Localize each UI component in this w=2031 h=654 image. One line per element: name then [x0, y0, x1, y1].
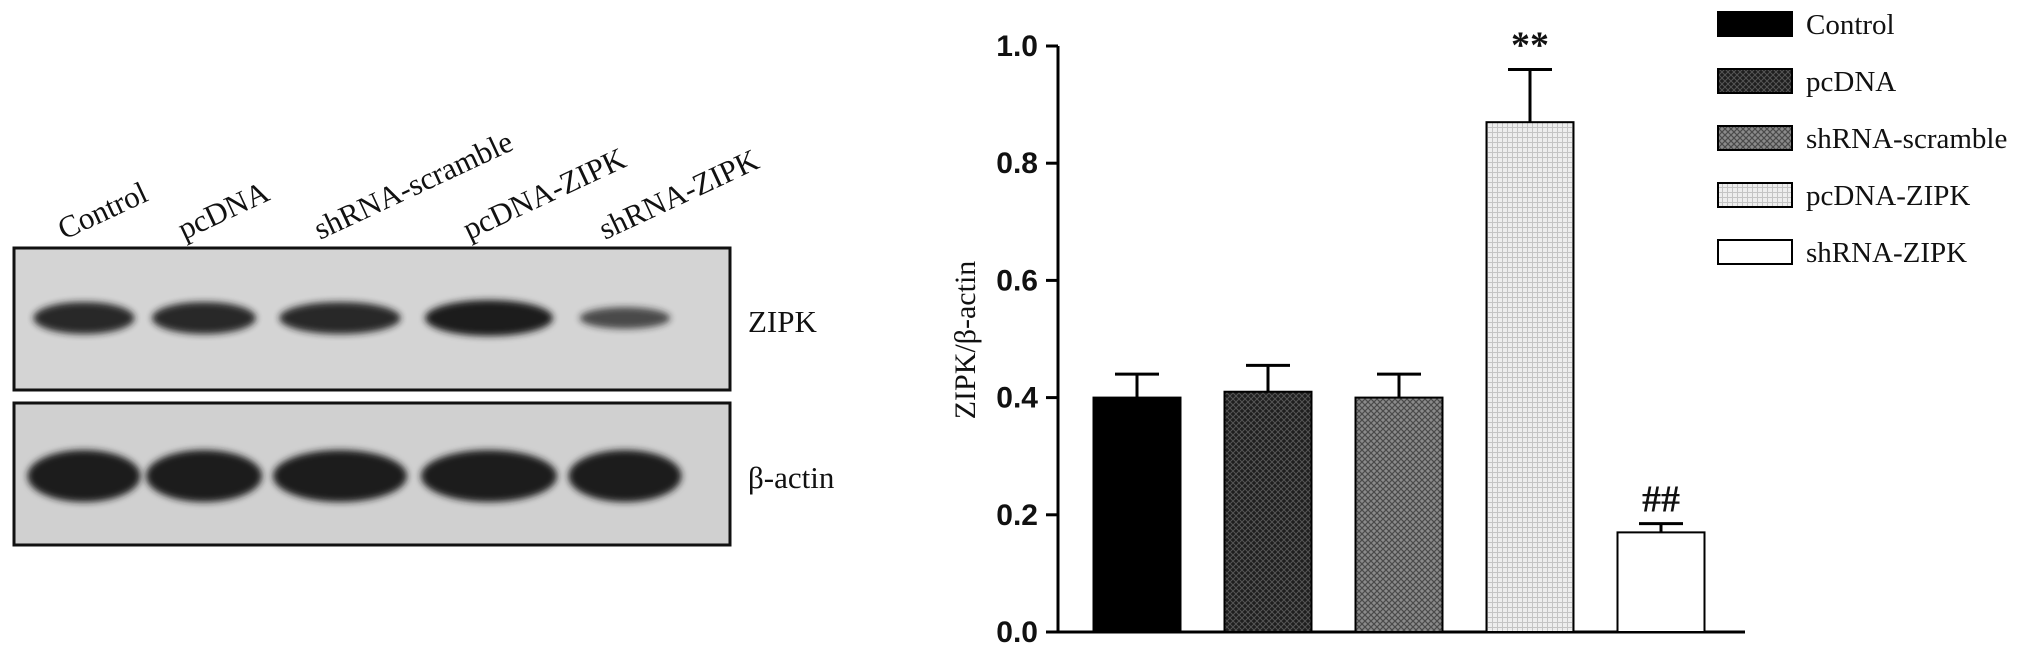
actin-band — [27, 450, 141, 502]
y-tick-label: 0.4 — [996, 382, 1038, 415]
y-tick-label: 0.2 — [996, 499, 1038, 532]
legend-label: shRNA-scramble — [1806, 123, 2007, 155]
legend-label: Control — [1806, 9, 1895, 41]
zipk-band — [279, 301, 401, 335]
legend-swatch — [1717, 239, 1793, 265]
y-tick-label: 0.6 — [996, 264, 1038, 297]
lane-labels: Control pcDNA shRNA-scramblepcDNA-ZIPKshRN… — [52, 124, 764, 247]
zipk-band — [579, 307, 671, 329]
lane-label: Control — [52, 175, 153, 247]
legend-label: pcDNA — [1806, 66, 1896, 98]
lane-label: pcDNA — [172, 174, 275, 247]
y-tick-label: 0.0 — [996, 616, 1038, 649]
bar — [1616, 531, 1706, 634]
legend-swatch — [1717, 125, 1793, 151]
zipk-band — [33, 301, 135, 335]
y-axis-ticks: 0.0 0.2 0.4 0.6 0.8 1.0 — [996, 30, 1058, 649]
actin-band — [273, 450, 407, 502]
legend-swatch — [1717, 182, 1793, 208]
blot-bands — [27, 300, 682, 502]
legend-label: shRNA-ZIPK — [1806, 237, 1967, 269]
legend-swatch — [1717, 68, 1793, 94]
western-blot-panel: Control pcDNA shRNA-scramblepcDNA-ZIPKshRN… — [12, 124, 835, 547]
bars: ** ## — [1092, 24, 1706, 634]
legend: Control pcDNA shRNA-scramble pcDNA-ZIPK shRN… — [1717, 9, 2007, 269]
y-tick-label: 1.0 — [996, 30, 1038, 63]
bar — [1485, 121, 1575, 634]
zipk-row-label: ZIPK — [748, 304, 818, 339]
y-tick-label: 0.8 — [996, 147, 1038, 180]
actin-band — [421, 450, 557, 502]
legend-swatch — [1717, 11, 1793, 37]
actin-row-label: β-actin — [748, 460, 835, 495]
legend-label: pcDNA-ZIPK — [1806, 180, 1970, 212]
bar — [1223, 390, 1313, 633]
actin-band — [568, 450, 682, 502]
significance-marker: ** — [1511, 24, 1549, 66]
bar — [1092, 396, 1182, 633]
zipk-band — [152, 301, 256, 335]
bar — [1354, 396, 1444, 633]
significance-marker: ## — [1642, 479, 1680, 521]
y-axis-label: ZIPK/β-actin — [949, 261, 982, 420]
zipk-band — [425, 300, 553, 336]
bar-chart: ZIPK/β-actin 0.0 0.2 0.4 0.6 0.8 1.0 ** ## Con… — [949, 9, 2007, 649]
actin-band — [146, 450, 262, 502]
